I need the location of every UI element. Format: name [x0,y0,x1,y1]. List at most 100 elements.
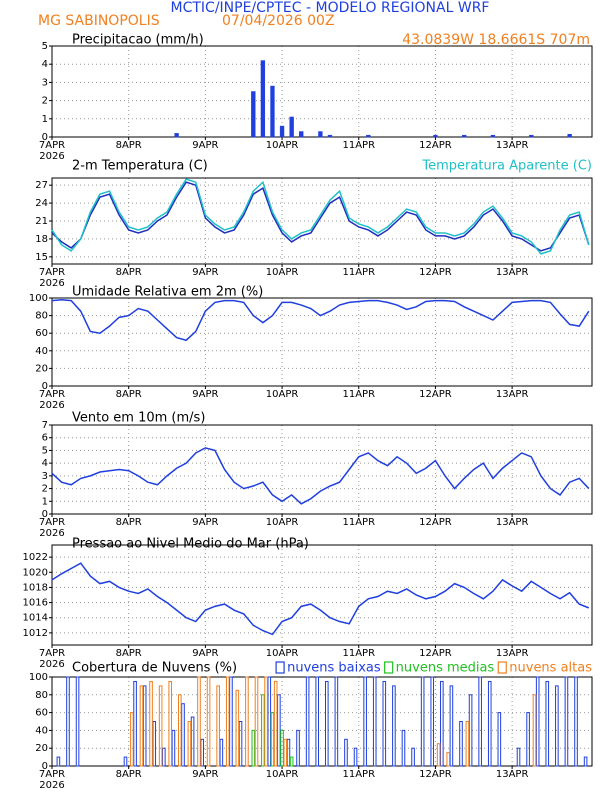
bar [158,685,163,767]
bar [334,676,339,767]
bar [264,676,268,767]
bar [149,680,153,767]
x-tick-label: 10APR [266,769,299,780]
legend-item: Temperatura Aparente (C) [421,159,592,174]
legend-label: nuvens altas [509,661,592,676]
bar [229,676,233,767]
y-tick-label: 27 [35,180,48,191]
plot-frame [51,544,593,646]
y-tick-label: 4 [42,458,48,469]
x-tick-label: 11APR [342,140,375,151]
series-line [51,178,590,255]
bar [526,712,530,767]
x-tick-label: 7APR [39,140,65,151]
bar [279,125,285,138]
bar [289,756,294,767]
bar [440,680,444,767]
bar [344,738,348,767]
x-tick-label: 11APR [342,389,375,400]
x-tick-label: 9APR [192,648,218,659]
x-tick-label: 12APR [419,769,452,780]
legend-swatch [384,661,394,674]
plot-frame [51,676,593,767]
x-year-label: 2026 [39,528,64,539]
bar [190,716,195,767]
x-tick-label: 13APR [496,140,529,151]
bar [564,676,569,767]
bar [181,703,185,767]
y-tick-label: 60 [35,708,48,719]
y-tick-label: 24 [35,198,48,209]
page-title: MCTIC/INPE/CPTEC - MODELO REGIONAL WRF [171,0,490,16]
bar [372,676,377,767]
y-tick-label: 3 [42,77,48,88]
bar [382,680,387,767]
x-tick-label: 9APR [192,389,218,400]
x-tick-label: 12APR [419,267,452,278]
series-line [51,447,590,505]
y-tick-label: 20 [35,743,48,754]
bar [251,729,256,767]
bar [200,738,204,767]
bar [270,712,275,767]
y-tick-label: 0 [42,509,48,520]
bar [273,680,278,767]
y-tick-label: 0 [42,761,48,772]
bar [327,134,333,138]
x-year-label: 2026 [39,780,64,791]
bar [468,694,473,767]
plot-frame [51,297,593,387]
y-tick-label: 1012 [23,628,48,639]
x-tick-label: 9APR [192,140,218,151]
y-tick-label: 80 [35,690,48,701]
bar [545,680,550,767]
bar [75,676,80,767]
bar [392,685,396,767]
x-tick-label: 11APR [342,648,375,659]
bar [324,680,329,767]
series-line [51,181,590,252]
bar [178,694,182,767]
bar [277,694,281,767]
series-line [51,562,590,636]
bar [436,743,441,767]
panel-title: Cobertura de Nuvens (%) [72,661,237,676]
plot-frame [51,177,593,265]
y-tick-label: 1 [42,496,48,507]
panel-title: Pressao ao Nivel Medio do Mar (hPa) [72,537,309,552]
bar [487,680,492,767]
legend-item: nuvens altas [497,661,592,676]
y-tick-label: 1018 [23,582,48,593]
legend-item: nuvens baixas [275,661,381,676]
bar [318,131,323,138]
bar [465,721,470,767]
y-tick-label: 3 [42,471,48,482]
coordinates: 43.0839W 18.6661S 707m [402,32,590,48]
bar [446,752,451,767]
x-tick-label: 10APR [266,389,299,400]
x-tick-label: 9APR [192,769,218,780]
x-year-label: 2026 [39,151,64,162]
bar [583,756,588,767]
x-year-label: 2026 [39,659,64,670]
bar [162,747,166,767]
y-tick-label: 0 [42,132,48,143]
bar [462,134,467,138]
bar [411,747,415,767]
legend-swatch [275,661,285,674]
x-tick-label: 7APR [39,517,65,528]
x-tick-label: 12APR [419,517,452,528]
bar [219,738,224,767]
bar [267,676,272,767]
bar [555,685,559,767]
panel-title: Umidade Relativa em 2m (%) [72,285,263,300]
bar [532,694,537,767]
bar [433,134,438,138]
bar [139,685,144,767]
y-tick-label: 1016 [23,598,48,609]
x-tick-label: 10APR [266,648,299,659]
x-tick-label: 13APR [496,267,529,278]
bar [401,729,406,767]
bar [567,134,572,138]
bar [261,694,265,767]
